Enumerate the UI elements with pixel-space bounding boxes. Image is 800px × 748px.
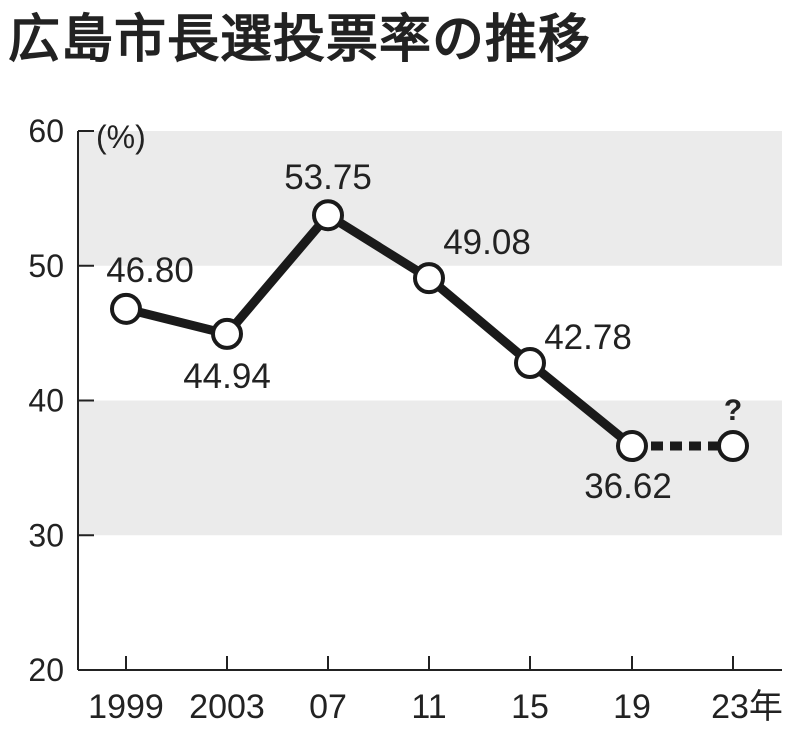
- series-line: [124, 209, 733, 451]
- x-tick-label: 15: [511, 688, 549, 726]
- data-label: 36.62: [584, 467, 672, 506]
- data-point-marker: [514, 347, 546, 380]
- y-tick-label: 40: [28, 383, 64, 419]
- y-tick-label: 20: [28, 652, 64, 688]
- x-tick-label: 2003: [189, 688, 265, 726]
- x-tick-label: 19: [613, 688, 651, 726]
- data-point-marker: [312, 199, 344, 232]
- data-markers: [110, 199, 749, 463]
- data-label: 46.80: [106, 251, 194, 290]
- data-point-marker: [413, 262, 445, 295]
- data-label: 44.94: [183, 357, 271, 396]
- data-point-marker: [616, 430, 648, 463]
- data-label: 53.75: [284, 158, 372, 197]
- x-tick-label: 11: [411, 688, 446, 726]
- data-label: ?: [724, 394, 742, 427]
- background-band-1: [78, 131, 782, 266]
- x-tick-label: 23年: [711, 688, 783, 726]
- x-tick-labels: 1999 2003 07 11 15 19 23年: [88, 688, 783, 726]
- data-label: 42.78: [544, 318, 632, 357]
- y-tick-label: 30: [28, 517, 64, 553]
- y-tick-label: 50: [28, 248, 64, 284]
- y-tick-label: 60: [28, 113, 64, 149]
- data-label: 49.08: [443, 223, 531, 262]
- x-tick-label: 07: [309, 688, 347, 726]
- data-labels: 46.80 44.94 53.75 49.08 42.78 36.62?: [106, 158, 742, 506]
- chart-title: 広島市長選投票率の推移: [8, 10, 592, 70]
- data-point-marker: [717, 430, 749, 463]
- data-point-marker: [110, 292, 142, 325]
- series-polyline: [124, 209, 635, 450]
- background-band-0: [78, 400, 782, 536]
- y-tick-labels: 20 30 40 50 60: [28, 113, 64, 688]
- y-axis-unit-label: (%): [96, 119, 146, 155]
- axes: [77, 130, 782, 671]
- x-tick-label: 1999: [88, 688, 164, 726]
- background-bands: [78, 131, 782, 536]
- data-point-marker: [211, 317, 243, 350]
